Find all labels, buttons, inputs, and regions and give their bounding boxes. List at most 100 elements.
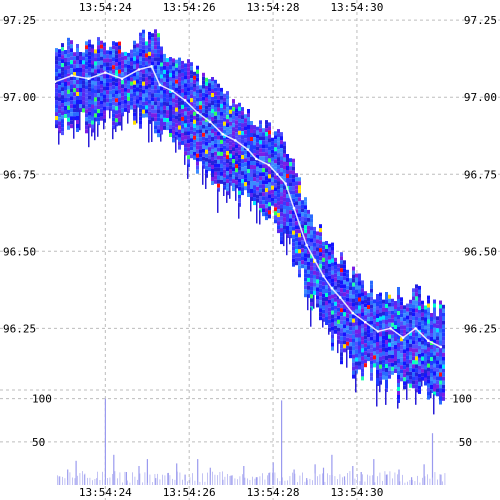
heat-cell-2795	[433, 307, 436, 312]
heat-cell-1718	[289, 206, 292, 211]
heat-cell-509	[130, 101, 133, 106]
heat-cell-2134	[343, 344, 346, 349]
heat-cell-248	[91, 60, 94, 65]
volume-bar-minor	[334, 476, 336, 485]
heat-cell-1710	[289, 174, 292, 179]
volume-bar-minor	[327, 473, 328, 485]
heat-cell-731	[160, 118, 163, 123]
heat-cell-376	[109, 90, 112, 95]
heat-cell-2069	[337, 283, 340, 288]
heat-cell-2436	[385, 332, 388, 336]
heat-cell-2581	[403, 385, 406, 390]
heat-cell-301	[97, 97, 100, 102]
heat-cell-915	[187, 107, 190, 112]
heat-cell-1308	[235, 144, 238, 149]
volume-bar-18	[243, 466, 245, 485]
heat-cell-981	[196, 81, 199, 86]
heat-cell-1896	[313, 242, 316, 247]
heat-cell-794	[172, 62, 175, 67]
heat-cell-1416	[250, 145, 253, 149]
heat-cell-2245	[358, 329, 361, 334]
heat-cell-1782	[298, 197, 301, 202]
heat-cell-2052	[334, 285, 337, 290]
volume-bar-27	[331, 454, 333, 485]
heat-cell-2118	[343, 280, 346, 285]
heat-cell-868	[181, 100, 184, 105]
heat-cell-680	[154, 105, 157, 110]
heat-cell-484	[127, 68, 130, 73]
heat-cell-2798	[433, 319, 436, 324]
heat-cell-0	[55, 48, 58, 53]
heat-cell-349	[103, 120, 105, 130]
heat-cell-667	[154, 53, 157, 58]
heat-cell-2728	[424, 313, 427, 318]
heat-cell-1366	[241, 183, 244, 188]
price-point-10	[196, 111, 199, 114]
heat-cell-1327	[238, 130, 241, 135]
heat-cell-954	[190, 154, 193, 159]
heat-cell-1756	[295, 181, 298, 186]
heat-cell-1987	[325, 293, 328, 297]
heat-cell-2814	[433, 383, 436, 388]
heat-cell-2409	[382, 311, 385, 316]
heat-cell-1647	[280, 192, 283, 197]
heat-cell-481	[127, 56, 130, 61]
heat-cell-1550	[268, 154, 271, 159]
heat-cell-2772	[430, 313, 433, 317]
heat-cell-378	[109, 98, 112, 103]
heat-cell-2299	[367, 293, 370, 298]
heat-cell-1325	[238, 122, 241, 127]
heat-cell-1817	[301, 260, 304, 265]
heat-cell-1482	[259, 164, 262, 169]
heat-cell-2697	[418, 361, 421, 366]
heat-cell-1049	[205, 81, 208, 86]
heat-cell-2719	[421, 356, 424, 361]
heat-cell-713	[160, 46, 163, 51]
heat-cell-1589	[274, 155, 277, 160]
heat-cell-2462	[388, 334, 391, 339]
heat-cell-1340	[238, 182, 241, 187]
heat-cell-503	[130, 77, 133, 82]
heat-cell-2867	[442, 316, 445, 321]
volume-bar-17	[230, 475, 232, 485]
heat-cell-960	[193, 91, 196, 96]
heat-cell-914	[187, 103, 190, 108]
heat-cell-285	[94, 117, 96, 141]
heat-cell-741	[163, 73, 166, 78]
heat-cell-1953	[322, 241, 325, 246]
heat-cell-1518	[265, 124, 268, 129]
heat-cell-2169	[349, 326, 352, 331]
heat-cell-534	[136, 51, 139, 56]
heat-cell-459	[121, 96, 124, 101]
heat-cell-2043	[331, 342, 334, 347]
heat-cell-965	[193, 111, 196, 116]
heat-cell-639	[151, 37, 154, 42]
heat-cell-1748	[292, 242, 295, 247]
heat-cell-2027	[331, 278, 334, 283]
heat-cell-872	[181, 116, 184, 121]
heat-cell-2209	[355, 289, 358, 294]
heat-cell-1016	[199, 133, 202, 138]
heat-cell-2537	[397, 395, 400, 399]
heat-cell-566	[139, 100, 142, 105]
heat-cell-1002	[196, 165, 199, 170]
heat-cell-1379	[244, 154, 247, 159]
heat-cell-1359	[241, 155, 244, 160]
heat-cell-1730	[292, 170, 295, 175]
heat-cell-2540	[400, 297, 403, 302]
heat-cell-581	[142, 61, 145, 66]
heat-cell-717	[160, 62, 163, 67]
heat-cell-924	[187, 143, 190, 148]
heat-cell-2545	[400, 317, 403, 322]
heat-cell-2080	[337, 327, 340, 332]
heat-cell-2520	[397, 327, 400, 331]
heat-cell-1869	[310, 222, 313, 227]
heat-cell-498	[130, 57, 133, 62]
heat-cell-843	[178, 89, 181, 94]
heat-cell-1774	[295, 253, 298, 258]
heat-cell-1648	[280, 196, 283, 201]
heat-cell-1023	[202, 72, 205, 77]
heat-cell-2739	[424, 357, 427, 362]
heat-cell-528	[133, 108, 136, 113]
heat-cell-524	[133, 92, 136, 97]
